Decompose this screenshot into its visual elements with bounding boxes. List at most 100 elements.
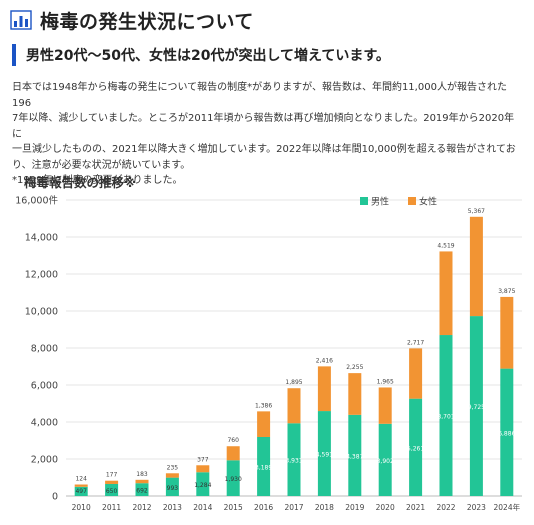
bar-male — [378, 423, 392, 496]
bar-female — [378, 387, 392, 424]
description-line: 一旦減少したものの、2021年以降大きく増加しています。2022年以降は年間10… — [12, 144, 516, 155]
data-label-female: 177 — [106, 472, 118, 479]
x-tick-label: 2012 — [132, 503, 151, 512]
bar-female — [317, 366, 331, 412]
x-tick-label: 2024年 — [494, 502, 521, 512]
data-label-female: 4,519 — [437, 242, 454, 249]
data-label-female: 377 — [197, 456, 209, 463]
bar-female — [257, 411, 271, 438]
heading-accent-bar — [12, 44, 16, 66]
bar-male — [74, 486, 88, 496]
bar-male — [439, 335, 453, 496]
bar-male — [287, 423, 301, 496]
legend-label: 女性 — [419, 196, 437, 208]
description-text: 日本では1948年から梅毒の発生について報告の制度*がありますが、報告数は、年間… — [12, 80, 524, 189]
x-tick-label: 2022 — [436, 503, 455, 512]
data-label-female: 5,367 — [468, 208, 485, 215]
data-label-female: 1,965 — [377, 378, 394, 385]
y-tick-label: 12,000 — [25, 270, 58, 281]
bar-male — [226, 460, 240, 496]
data-label-female: 124 — [75, 476, 87, 483]
data-label-male: 5,261 — [407, 445, 424, 452]
bar-female — [74, 484, 88, 487]
data-label-male: 9,725 — [468, 404, 485, 411]
data-label-female: 3,875 — [498, 288, 515, 295]
bar-male — [105, 483, 119, 496]
x-tick-label: 2017 — [284, 503, 303, 512]
y-tick-label: 2,000 — [31, 455, 58, 466]
x-tick-label: 2014 — [193, 503, 212, 512]
section-heading: 男性20代～50代、女性は20代が突出して増えています。 — [12, 42, 522, 68]
data-label-female: 1,386 — [255, 402, 272, 409]
bar-male — [196, 472, 210, 496]
x-tick-label: 2010 — [72, 503, 91, 512]
bar-male — [500, 368, 514, 496]
x-tick-label: 2021 — [406, 503, 425, 512]
bar-chart-icon — [10, 10, 32, 30]
x-tick-label: 2019 — [345, 503, 364, 512]
bar-female — [469, 216, 483, 317]
data-label-female: 2,717 — [407, 339, 424, 346]
y-tick-label: 8,000 — [31, 344, 58, 355]
bar-female — [348, 373, 362, 415]
chart-title: 梅毒報告数の推移※ — [24, 175, 137, 190]
bar-female — [226, 446, 240, 461]
y-tick-label: 16,000件 — [15, 195, 58, 207]
data-label-female: 760 — [227, 437, 239, 444]
data-label-female: 2,416 — [316, 357, 333, 364]
bar-female — [105, 480, 119, 484]
bar-male — [409, 398, 423, 496]
bar-female — [165, 473, 179, 478]
legend-swatch — [408, 197, 416, 205]
data-label-female: 183 — [136, 471, 148, 478]
data-label-male: 3,189 — [255, 465, 272, 472]
bar-female — [196, 465, 210, 473]
data-label-female: 235 — [167, 464, 179, 471]
description-line: 日本では1948年から梅毒の発生について報告の制度*がありますが、報告数は、年間… — [12, 82, 507, 109]
y-tick-label: 4,000 — [31, 418, 58, 429]
bar-female — [409, 348, 423, 399]
x-tick-label: 2018 — [315, 503, 334, 512]
bar-male — [165, 477, 179, 496]
page-title: 梅毒の発生状況について — [40, 10, 254, 33]
bar-female — [135, 479, 149, 484]
data-label-female: 1,895 — [285, 379, 302, 386]
y-tick-label: 10,000 — [25, 307, 58, 318]
bar-female — [439, 251, 453, 336]
bar-male — [317, 411, 331, 496]
data-label-male: 1,284 — [194, 482, 211, 489]
x-tick-label: 2020 — [376, 503, 395, 512]
x-tick-label: 2023 — [467, 503, 486, 512]
footnote: *1999年に制度の変更がありました。 — [12, 175, 183, 186]
data-label-male: 4,591 — [316, 452, 333, 459]
data-label-male: 8,701 — [437, 414, 454, 421]
data-label-male: 4,387 — [346, 453, 363, 460]
y-tick-label: 14,000 — [25, 233, 58, 244]
data-label-male: 6,886 — [498, 430, 515, 437]
data-label-male: 993 — [167, 485, 179, 492]
bar-male — [135, 483, 149, 496]
description-line: 7年以降、減少していました。ところが2011年頃から報告数は再び増加傾向となりま… — [12, 113, 515, 140]
y-tick-label: 0 — [52, 492, 58, 503]
data-label-male: 3,902 — [377, 458, 394, 465]
y-tick-label: 6,000 — [31, 381, 58, 392]
x-tick-label: 2013 — [163, 503, 182, 512]
bar-female — [500, 296, 514, 369]
x-tick-label: 2015 — [224, 503, 243, 512]
data-label-male: 3,931 — [285, 458, 302, 465]
x-tick-label: 2016 — [254, 503, 273, 512]
description-line: り、注意が必要な状況が続いています。 — [12, 159, 191, 171]
bar-male — [469, 316, 483, 496]
data-label-male: 497 — [75, 488, 87, 495]
data-label-male: 650 — [106, 488, 118, 495]
legend-label: 男性 — [371, 196, 389, 208]
section-heading-text: 男性20代～50代、女性は20代が突出して増えています。 — [26, 48, 390, 64]
bar-male — [257, 437, 271, 496]
bar-male — [348, 414, 362, 496]
bar-female — [287, 388, 301, 424]
x-tick-label: 2011 — [102, 503, 121, 512]
page-header: 梅毒の発生状況について — [10, 6, 254, 34]
data-label-female: 2,255 — [346, 364, 363, 371]
data-label-male: 1,930 — [225, 476, 242, 483]
data-label-male: 692 — [136, 488, 148, 495]
